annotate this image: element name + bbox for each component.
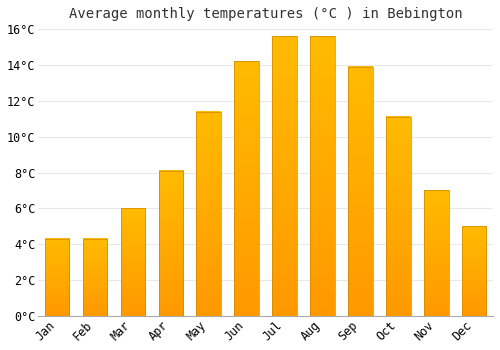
Bar	[45, 239, 70, 316]
Bar	[386, 117, 410, 316]
Bar	[158, 171, 183, 316]
Title: Average monthly temperatures (°C ) in Bebington: Average monthly temperatures (°C ) in Be…	[69, 7, 462, 21]
Bar	[424, 190, 448, 316]
Bar	[462, 226, 486, 316]
Bar	[272, 36, 297, 316]
Bar	[348, 67, 372, 316]
Bar	[234, 61, 259, 316]
Bar	[310, 36, 335, 316]
Bar	[120, 208, 146, 316]
Bar	[83, 239, 108, 316]
Bar	[196, 112, 221, 316]
